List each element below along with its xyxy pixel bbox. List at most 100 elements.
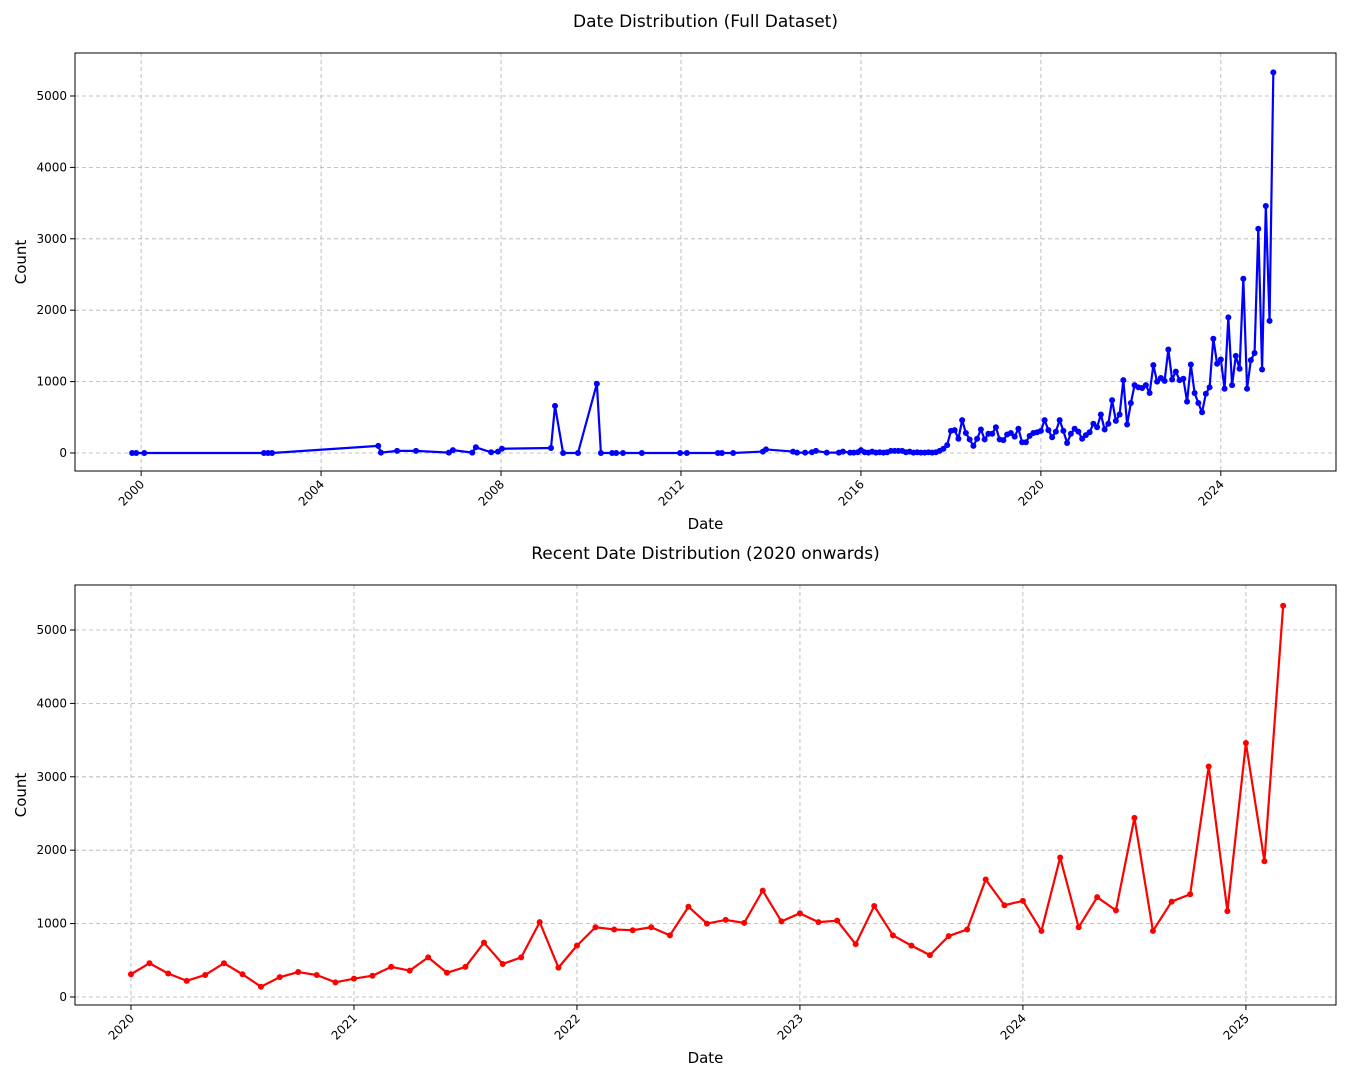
data-point	[239, 971, 246, 978]
data-point	[1242, 740, 1249, 747]
data-point	[759, 887, 766, 894]
data-point	[332, 979, 339, 986]
data-point	[1210, 335, 1217, 342]
data-point	[1261, 858, 1268, 865]
data-point	[677, 450, 684, 457]
data-point	[1019, 897, 1026, 904]
data-point	[183, 977, 190, 984]
data-point	[1142, 382, 1149, 389]
data-point	[536, 919, 543, 926]
data-point	[518, 954, 525, 961]
data-point	[369, 972, 376, 979]
data-point	[802, 449, 809, 456]
data-point	[560, 450, 567, 457]
data-point	[852, 941, 859, 948]
data-point	[1240, 275, 1247, 282]
data-point	[1191, 390, 1198, 397]
data-point	[443, 969, 450, 976]
data-point	[1280, 602, 1287, 609]
data-point	[970, 442, 977, 449]
data-point	[1075, 924, 1082, 931]
data-point	[276, 974, 283, 981]
data-point	[1259, 366, 1266, 373]
data-point	[839, 448, 846, 455]
y-tick-label: 5000	[36, 89, 67, 103]
x-axis-label: Date	[688, 1049, 724, 1067]
data-point	[1247, 357, 1254, 364]
data-point	[982, 876, 989, 883]
data-point	[592, 924, 599, 931]
data-point	[955, 435, 962, 442]
data-point	[1206, 384, 1213, 391]
data-point	[377, 449, 384, 456]
x-tick-label: 2016	[836, 477, 867, 508]
plot-frame	[74, 584, 1337, 1006]
x-tick-label: 2023	[775, 1011, 806, 1042]
data-point	[1086, 429, 1093, 436]
x-tick-label: 2024	[1195, 477, 1226, 508]
data-point	[202, 971, 209, 978]
data-point	[1255, 225, 1262, 232]
data-point	[989, 430, 996, 437]
data-point	[1109, 397, 1116, 404]
data-point	[951, 427, 958, 434]
x-tick-label: 2012	[656, 477, 687, 508]
data-point	[257, 983, 264, 990]
data-point	[220, 960, 227, 967]
data-point	[498, 445, 505, 452]
data-point	[1007, 430, 1014, 437]
data-point	[763, 446, 770, 453]
data-point	[974, 435, 981, 442]
data-point	[388, 963, 395, 970]
data-point	[1022, 439, 1029, 446]
y-tick-label: 0	[59, 990, 67, 1004]
data-point	[499, 960, 506, 967]
data-point	[1232, 352, 1239, 359]
data-point	[1038, 927, 1045, 934]
data-point	[1067, 430, 1074, 437]
y-axis-label: Count	[12, 773, 30, 818]
data-point	[165, 970, 172, 977]
data-point	[908, 942, 915, 949]
data-point	[1112, 417, 1119, 424]
y-tick-label: 1000	[36, 375, 67, 389]
x-axis-label: Date	[688, 515, 724, 533]
data-point	[1116, 411, 1123, 418]
data-point	[1180, 375, 1187, 382]
data-point	[1199, 409, 1206, 416]
data-point	[597, 450, 604, 457]
x-tick-label: 2021	[329, 1011, 360, 1042]
data-point	[683, 450, 690, 457]
y-tick-label: 2000	[36, 843, 67, 857]
data-point	[425, 954, 432, 961]
data-point	[1124, 421, 1131, 428]
data-point	[1057, 854, 1064, 861]
plot: 2020 2021 2022 2023 2024 2025 0 1000 2000 3000 400…	[12, 544, 1337, 1067]
data-point	[413, 447, 420, 454]
data-point	[1184, 398, 1191, 405]
y-tick-label: 1000	[36, 917, 67, 931]
data-point	[1052, 428, 1059, 435]
data-point	[815, 919, 822, 926]
data-point	[964, 926, 971, 933]
y-tick-label: 2000	[36, 303, 67, 317]
data-point	[1060, 427, 1067, 434]
data-point	[1101, 426, 1108, 433]
data-point	[889, 932, 896, 939]
data-point	[1041, 417, 1048, 424]
data-point	[1221, 385, 1228, 392]
data-point	[269, 450, 276, 457]
data-point	[962, 430, 969, 437]
x-tick-label: 2004	[296, 477, 327, 508]
data-point	[638, 450, 645, 457]
data-point	[1056, 417, 1063, 424]
y-tick-label: 4000	[36, 160, 67, 174]
data-point	[944, 442, 951, 449]
data-point	[611, 926, 618, 933]
x-tick-label: 2008	[476, 477, 507, 508]
data-point	[703, 920, 710, 927]
data-point	[1205, 763, 1212, 770]
data-point	[977, 426, 984, 433]
data-point	[926, 952, 933, 959]
data-point	[1127, 400, 1134, 407]
